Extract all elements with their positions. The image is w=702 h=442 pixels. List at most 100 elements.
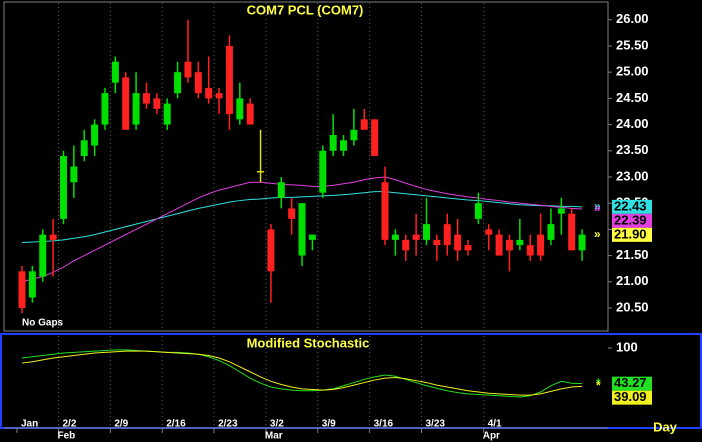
y-tick-label: 23.00 (616, 168, 649, 183)
tag-arrow: * (596, 376, 601, 390)
y-tick-label: 100 (616, 339, 638, 354)
y-tick-label: 24.00 (616, 116, 649, 131)
y-tick-label: 21.00 (616, 273, 649, 288)
candle-body (516, 239, 524, 246)
candle-body (225, 45, 233, 115)
candle-body (464, 245, 472, 251)
candle-body (39, 234, 47, 277)
value-tag-box (612, 213, 652, 228)
tag-arrow: » (594, 201, 601, 215)
candle-body (578, 234, 586, 251)
gap-note: No Gaps (22, 318, 64, 329)
y-tick-label: 20.50 (616, 299, 649, 314)
candle-body (174, 72, 182, 94)
y-tick-label: 24.50 (616, 90, 649, 105)
candle-body (70, 166, 78, 183)
x-tick-label: 3/16 (374, 419, 394, 430)
candle-body (381, 182, 389, 240)
price-panel-frame (3, 1, 609, 332)
candle-body (59, 156, 67, 219)
value-tag: 22.39 (614, 212, 647, 227)
value-tag-box (612, 376, 652, 391)
y-tick-label: 25.50 (616, 37, 649, 52)
value-tag: 22.43 (614, 198, 647, 213)
candle-body (91, 124, 99, 146)
candle-body (246, 103, 254, 125)
candle-body (153, 98, 161, 109)
candle-body (308, 234, 316, 240)
candle-body (277, 182, 285, 198)
candle-body (298, 203, 306, 256)
stochastic-title: Modified Stochastic (247, 335, 370, 350)
candle-body (205, 87, 213, 99)
x-tick-label: 2/9 (114, 419, 128, 430)
value-tag-box (612, 227, 652, 242)
x-tick-label: 3/2 (270, 419, 284, 430)
candle-body (132, 93, 140, 125)
candle-body (184, 61, 192, 78)
candle-body (340, 140, 348, 151)
candle-body (122, 77, 130, 130)
candle-body (557, 208, 565, 214)
value-tag: 21.90 (614, 226, 647, 241)
candle-body (495, 234, 503, 256)
tag-arrow: * (596, 378, 601, 392)
candle-body (505, 239, 513, 251)
value-tag: 43.27 (614, 375, 647, 390)
candle-body (142, 93, 150, 104)
candle-body (422, 224, 430, 240)
candle-body (49, 234, 57, 240)
y-tick-label: 26.00 (616, 11, 649, 26)
candle-body (433, 239, 441, 246)
y-tick-label: 25.00 (616, 64, 649, 79)
tag-arrow: » (594, 227, 601, 241)
candle-body (360, 119, 368, 130)
chart-title: COM7 PCL (COM7) (247, 2, 364, 17)
period-label: Day (653, 419, 678, 434)
month-label: Mar (265, 431, 283, 442)
moving-average (21, 191, 583, 243)
candle-body (526, 245, 534, 256)
month-label: Feb (57, 431, 75, 442)
candle-body (412, 234, 420, 240)
candle-body (537, 234, 545, 256)
candle-body (474, 203, 482, 219)
x-tick-label: Jan (21, 419, 38, 430)
candle-body (371, 119, 379, 157)
stochastic-line (21, 350, 583, 396)
y-tick-label: 21.50 (616, 247, 649, 262)
candle-body (288, 208, 296, 219)
candle-body (194, 72, 202, 94)
candle-body (485, 229, 493, 235)
x-tick-label: 3/23 (425, 419, 445, 430)
candle-body (454, 234, 462, 251)
candle-body (443, 224, 451, 246)
x-tick-label: 2/23 (218, 419, 238, 430)
stochastic-line (21, 349, 583, 398)
value-tag-box (612, 390, 652, 405)
tag-arrow: » (594, 199, 601, 213)
candle-body (267, 229, 275, 272)
candle-body (28, 271, 36, 298)
x-tick-label: 2/16 (166, 419, 186, 430)
candle-body (236, 98, 244, 120)
candle-body (319, 150, 327, 193)
candle-body (402, 239, 410, 251)
candle-body (215, 93, 223, 99)
x-tick-label: 3/9 (322, 419, 336, 430)
x-tick-label: 2/2 (62, 419, 76, 430)
candle-body (350, 129, 358, 141)
y-tick-label: 23.50 (616, 142, 649, 157)
candle-body (329, 135, 337, 151)
candle-body (111, 61, 119, 83)
candle-body (80, 140, 88, 157)
moving-average (21, 176, 583, 283)
value-tag-box (612, 199, 652, 214)
candle-body (391, 234, 399, 240)
x-tick-label: 4/1 (488, 419, 502, 430)
month-label: Apr (483, 431, 500, 442)
candle-body (163, 103, 171, 125)
candle-body (18, 271, 26, 308)
candle-body (547, 224, 555, 240)
